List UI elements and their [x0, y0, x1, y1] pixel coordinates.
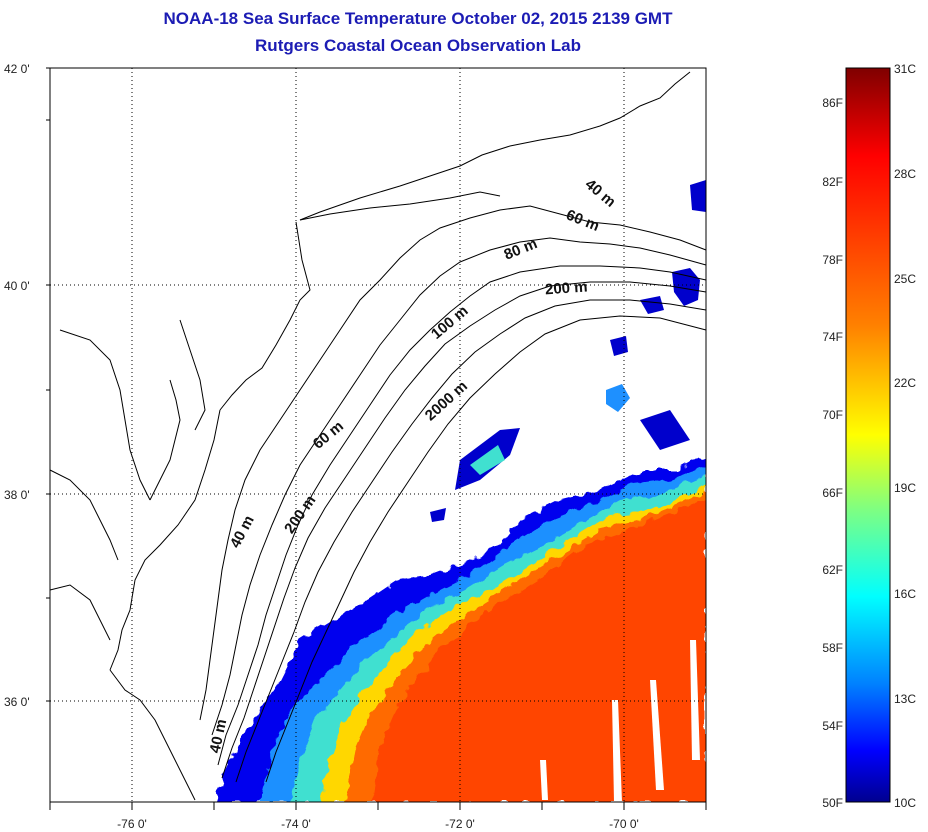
lat-label: 42 0': [4, 62, 30, 76]
map-title: NOAA-18 Sea Surface Temperature October …: [163, 9, 673, 28]
colorbar-c-label: 19C: [894, 481, 916, 495]
lat-label: 40 0': [4, 279, 30, 293]
isobath-100m: [221, 281, 707, 779]
colorbar-celsius-labels: 31C 28C 25C 22C 19C 16C 13C 10C: [894, 62, 916, 810]
colorbar-c-label: 22C: [894, 376, 916, 390]
lon-labels: -76 0' -74 0' -72 0' -70 0': [117, 817, 639, 831]
isobath-60m: [211, 237, 707, 736]
isobath-label: 200 m: [281, 492, 319, 537]
delaware-bay: [179, 319, 206, 431]
new-jersey-coast: [219, 221, 311, 411]
new-england-coast: [299, 71, 691, 221]
isobaths: [199, 205, 707, 783]
potomac: [49, 469, 119, 561]
colorbar-c-label: 28C: [894, 167, 916, 181]
isobath-2000m: [265, 315, 707, 783]
isobath-80m: [217, 265, 707, 766]
isobath-label: 40 m: [227, 513, 258, 551]
colorbar-c-label: 25C: [894, 272, 916, 286]
virginia-inland: [49, 584, 111, 641]
isobath-label: 200 m: [544, 278, 588, 298]
colorbar-f-label: 78F: [822, 253, 843, 267]
colorbar-c-label: 10C: [894, 796, 916, 810]
isobath-label: 40 m: [582, 176, 619, 211]
lat-labels: 42 0' 40 0' 38 0' 36 0': [4, 62, 30, 709]
isobath-label: 100 m: [428, 302, 472, 342]
colorbar-fahrenheit-labels: 86F 82F 78F 74F 70F 66F 62F 58F 54F 50F: [822, 96, 843, 810]
colorbar-f-label: 82F: [822, 175, 843, 189]
chesapeake-west: [59, 329, 151, 501]
isobath-label: 60 m: [564, 206, 602, 235]
isobath-label: 40 m: [207, 718, 231, 755]
colorbar-f-label: 54F: [822, 719, 843, 733]
chesapeake-east: [149, 379, 181, 501]
colorbar-f-label: 50F: [822, 796, 843, 810]
delmarva-coast: [109, 409, 221, 671]
colorbar-f-label: 58F: [822, 641, 843, 655]
lat-label: 38 0': [4, 488, 30, 502]
colorbar-f-label: 74F: [822, 330, 843, 344]
sst-field: [215, 180, 706, 802]
colorbar-c-label: 13C: [894, 692, 916, 706]
lon-label: -70 0': [609, 817, 639, 831]
lon-label: -76 0': [117, 817, 147, 831]
colorbar-c-label: 31C: [894, 62, 916, 76]
lat-label: 36 0': [4, 695, 30, 709]
isobath-200m: [235, 299, 707, 783]
coastlines: [49, 71, 691, 801]
colorbar: [845, 67, 891, 803]
isobath-40m: [199, 205, 707, 721]
long-island: [299, 191, 501, 221]
colorbar-c-label: 16C: [894, 587, 916, 601]
lon-label: -74 0': [281, 817, 311, 831]
colorbar-f-label: 66F: [822, 486, 843, 500]
lon-label: -72 0': [445, 817, 475, 831]
colorbar-f-label: 86F: [822, 96, 843, 110]
gridlines: [50, 68, 706, 802]
colorbar-f-label: 70F: [822, 408, 843, 422]
carolina-coast: [109, 669, 196, 801]
isobath-label: 80 m: [502, 235, 540, 264]
tick-marks: [46, 67, 707, 810]
map-subtitle: Rutgers Coastal Ocean Observation Lab: [255, 36, 581, 55]
colorbar-f-label: 62F: [822, 563, 843, 577]
